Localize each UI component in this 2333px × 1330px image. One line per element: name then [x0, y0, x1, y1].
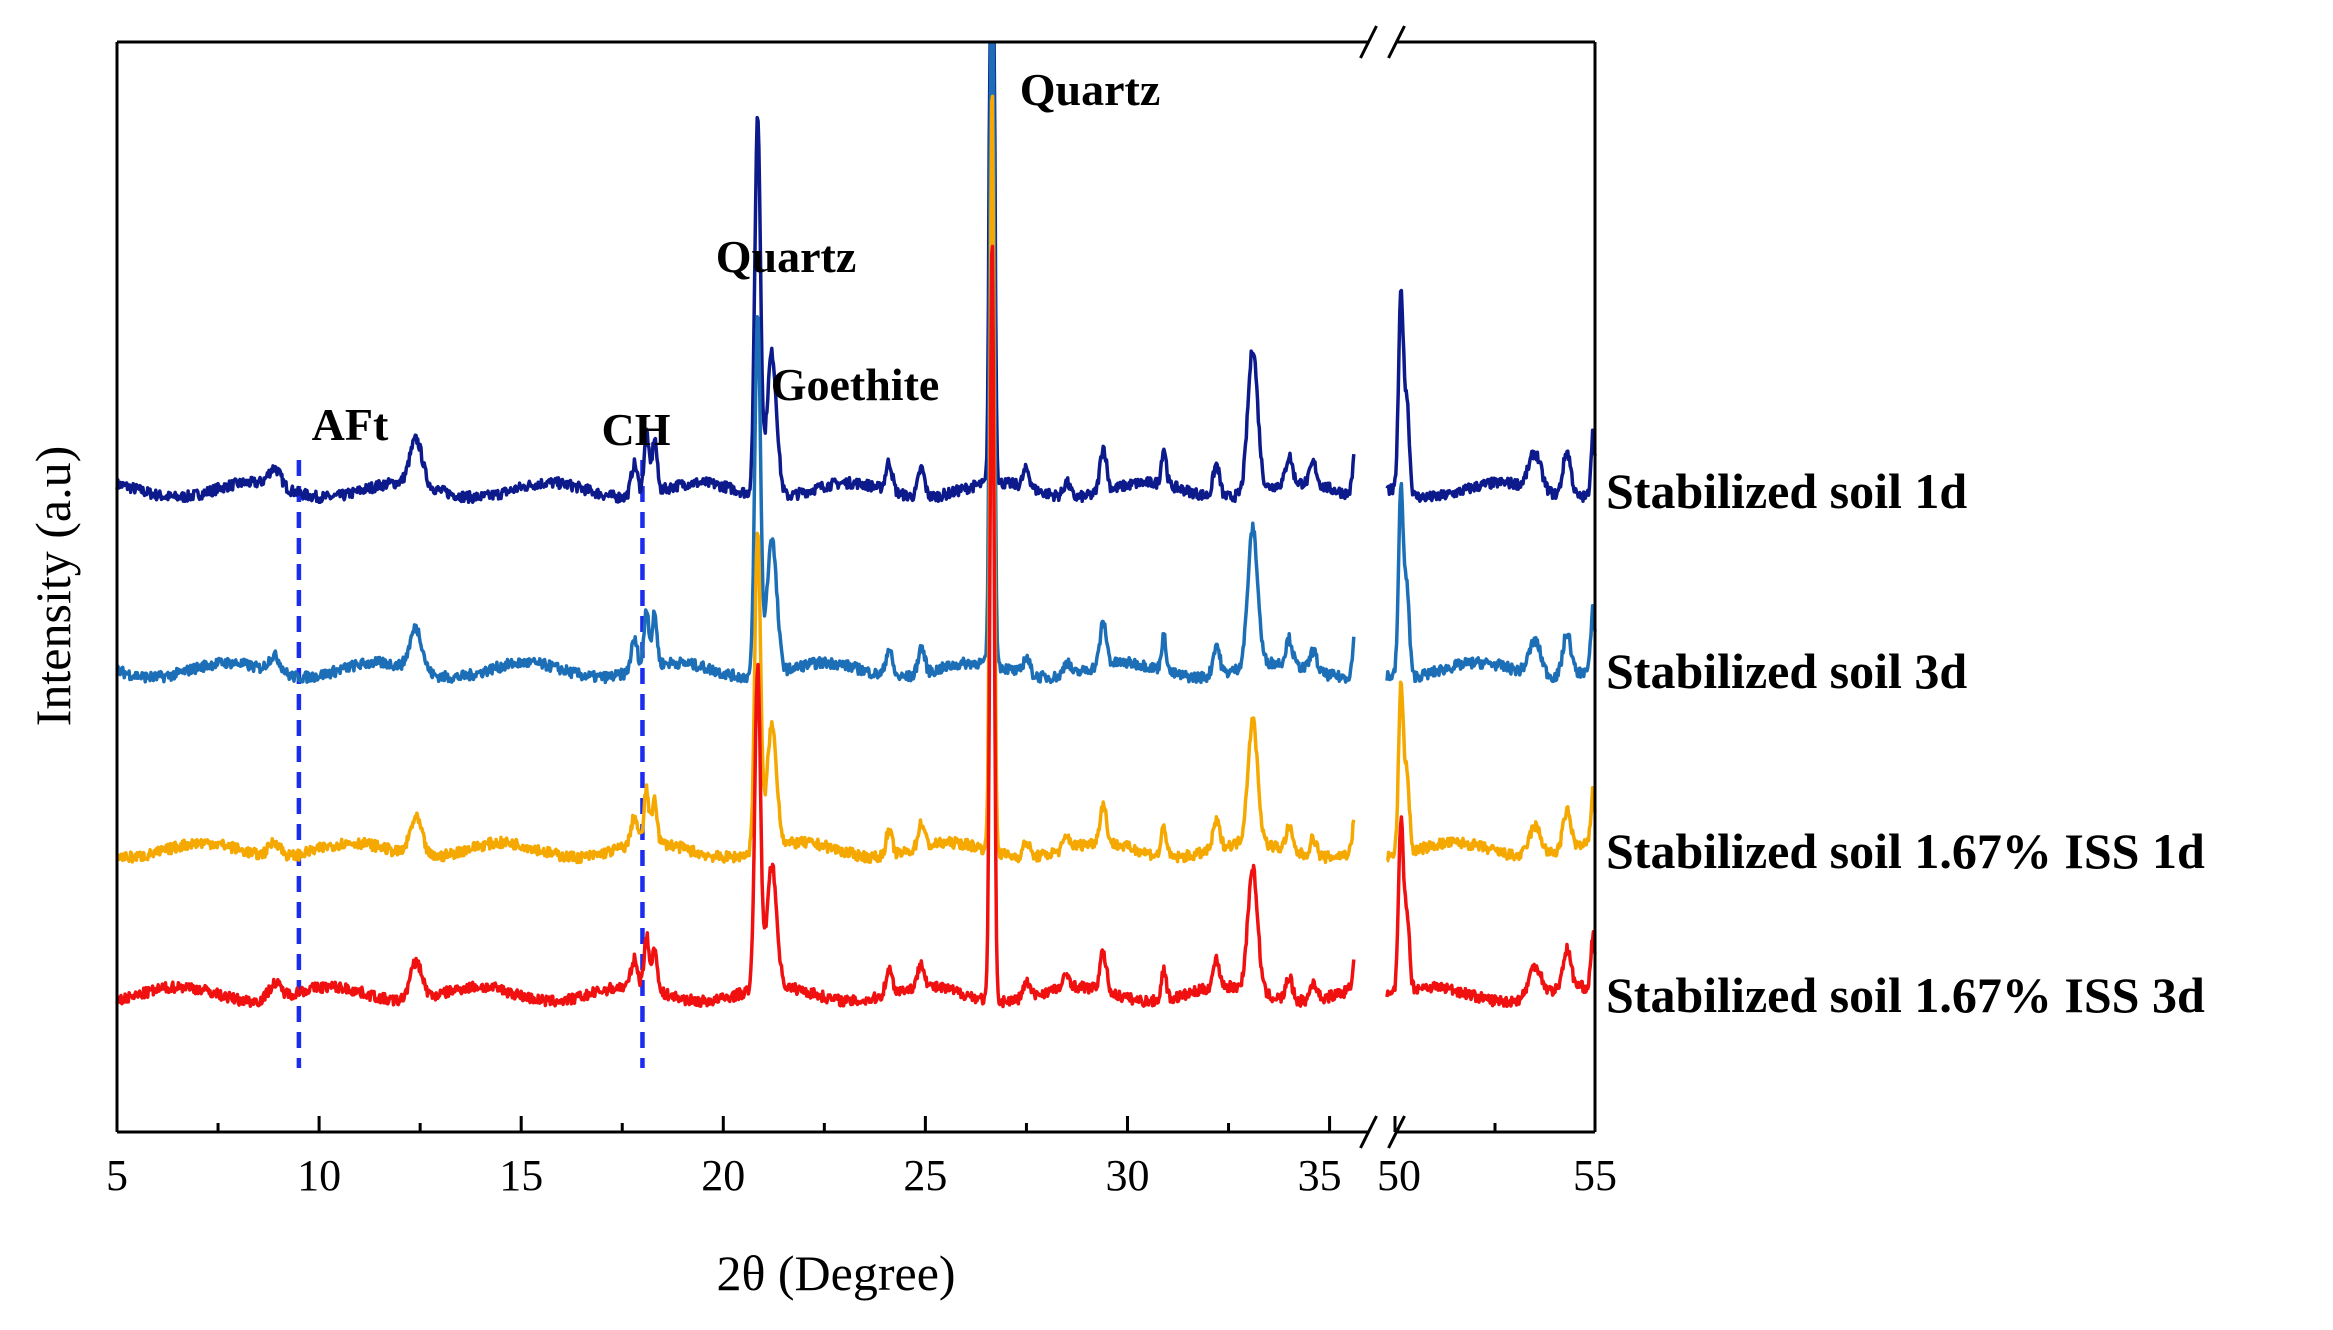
- x-tick-label: 20: [701, 1151, 745, 1200]
- x-tick-label: 25: [903, 1151, 947, 1200]
- top-break-mark-2: [1387, 25, 1406, 59]
- series-label-2: Stabilized soil 3d: [1606, 643, 1967, 699]
- series-line-3: [115, 94, 1356, 865]
- bottom-break-mark-1: [1359, 1115, 1378, 1149]
- peak-annotation: Quartz: [1020, 64, 1161, 115]
- peak-annotation: AFt: [312, 399, 389, 450]
- series-line-2: [115, 42, 1356, 685]
- axes: [115, 25, 1597, 1149]
- series-line-2-segment-2: [1385, 481, 1597, 684]
- x-axis-title: 2θ (Degree): [716, 1245, 955, 1301]
- series-layer: [115, 42, 1597, 1009]
- x-tick-label: 10: [297, 1151, 341, 1200]
- y-axis-title: Intensity (a.u): [25, 446, 81, 726]
- x-tick-label: 30: [1105, 1151, 1149, 1200]
- x-tick-label: 35: [1298, 1151, 1342, 1200]
- top-break-mark-1: [1359, 25, 1378, 59]
- x-tick-label: 15: [499, 1151, 543, 1200]
- labels: 5 10 15 20 25 30 35 50 55 2θ (Degree) Intensity (a…: [25, 64, 2205, 1301]
- x-tick-label: 5: [106, 1151, 128, 1200]
- series-line-1: [115, 42, 1356, 505]
- peak-annotation: Goethite: [771, 359, 940, 410]
- series-line-3-segment-2: [1386, 680, 1597, 863]
- series-line-4: [115, 244, 1356, 1009]
- peak-annotation: Quartz: [716, 231, 857, 282]
- series-label-4: Stabilized soil 1.67% ISS 3d: [1606, 967, 2205, 1023]
- guide-lines: [296, 460, 645, 1068]
- series-label-3: Stabilized soil 1.67% ISS 1d: [1606, 823, 2205, 879]
- series-line-4-segment-2: [1385, 815, 1597, 1009]
- peak-annotation: CH: [602, 404, 671, 455]
- series-label-1: Stabilized soil 1d: [1606, 463, 1967, 519]
- x-tick-label: 50: [1377, 1151, 1421, 1200]
- x-tick-label: 55: [1573, 1151, 1617, 1200]
- series-line-1-segment-2: [1385, 288, 1597, 503]
